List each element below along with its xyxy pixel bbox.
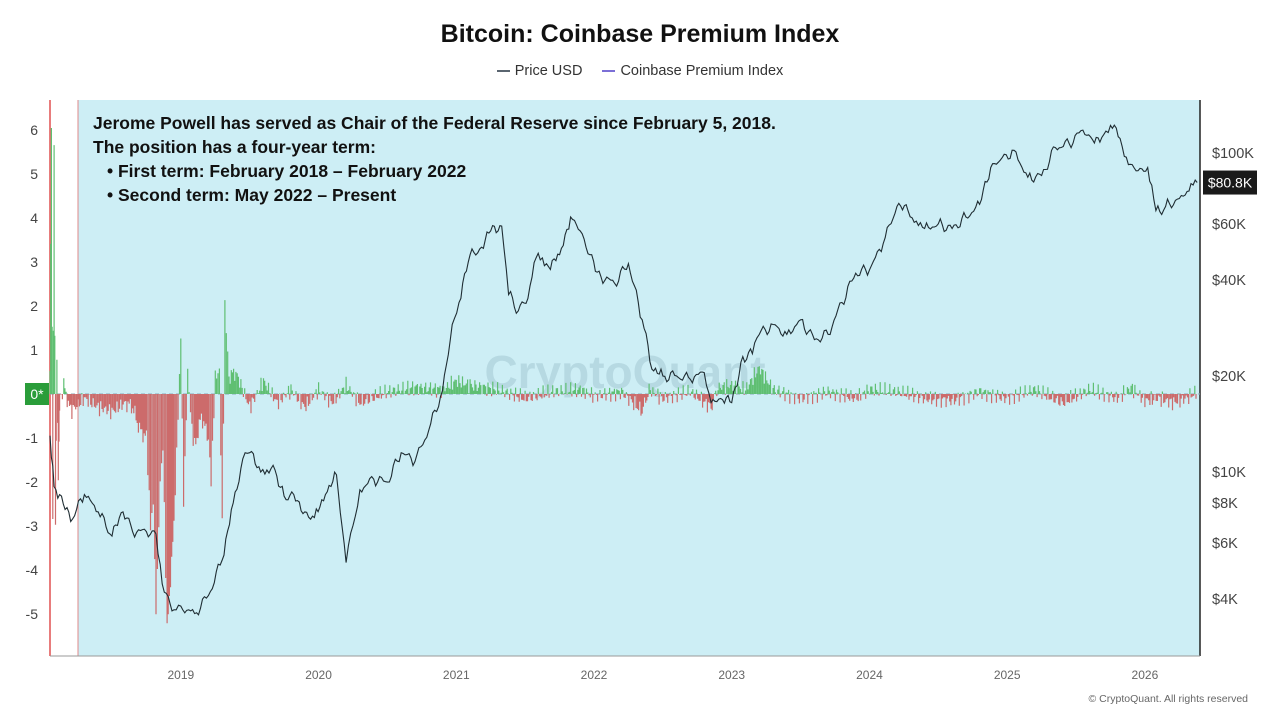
- chart-title: Bitcoin: Coinbase Premium Index: [440, 20, 840, 48]
- legend-label-price: Price USD: [514, 63, 583, 79]
- chart-legend: Price USD Coinbase Premium Index: [0, 63, 1280, 79]
- x-tick-label: 2019: [167, 668, 194, 682]
- left-tick-label: 5: [30, 166, 38, 182]
- left-tick-label: -2: [26, 474, 39, 490]
- annotation-line-1: Jerome Powell has served as Chair of the…: [93, 113, 776, 133]
- left-tick-label: 2: [30, 298, 38, 314]
- annotation-box: Jerome Powell has served as Chair of the…: [93, 111, 776, 207]
- right-tick-label: $6K: [1212, 536, 1238, 552]
- price-usd-line: [49, 124, 1198, 616]
- left-tick-label: -5: [26, 606, 39, 622]
- annotation-line-4: • Second term: May 2022 – Present: [107, 185, 397, 205]
- right-tick-label: $4K: [1212, 592, 1238, 608]
- left-tick-label: 0*: [30, 386, 44, 402]
- current-price-badge: [1203, 170, 1257, 195]
- premium-negative-bars: [52, 394, 1197, 624]
- legend-label-premium: Coinbase Premium Index: [620, 63, 784, 79]
- right-tick-label: $60K: [1212, 217, 1246, 233]
- left-tick-label: -1: [26, 430, 39, 446]
- x-tick-label: 2021: [443, 668, 470, 682]
- right-tick-label: $100K: [1212, 146, 1254, 162]
- legend-swatch-price: [496, 70, 510, 73]
- annotation-line-3: • First term: February 2018 – February 2…: [107, 161, 467, 181]
- annotation-line-2: The position has a four-year term:: [93, 137, 376, 157]
- legend-swatch-premium: [602, 70, 616, 73]
- right-tick-label: $8K: [1212, 496, 1238, 512]
- right-tick-label: $10K: [1212, 465, 1246, 481]
- x-tick-label: 2025: [994, 668, 1021, 682]
- premium-positive-bars: [49, 128, 1196, 394]
- current-price-label: $80.8K: [1208, 175, 1253, 191]
- x-tick-label: 2022: [581, 668, 608, 682]
- legend-entry-premium[interactable]: Coinbase Premium Index: [602, 63, 783, 79]
- plot-background: [78, 100, 1200, 656]
- x-tick-label: 2020: [305, 668, 332, 682]
- x-tick-label: 2026: [1132, 668, 1159, 682]
- left-tick-label: 3: [30, 254, 38, 270]
- left-tick-label: -4: [26, 562, 39, 578]
- left-tick-label: 1: [30, 342, 38, 358]
- copyright-notice: © CryptoQuant. All rights reserved: [1088, 693, 1248, 705]
- legend-entry-price[interactable]: Price USD: [496, 63, 583, 79]
- x-tick-label: 2024: [856, 668, 883, 682]
- left-tick-label: 4: [30, 210, 38, 226]
- left-tick-label: -3: [26, 518, 39, 534]
- x-tick-label: 2023: [718, 668, 745, 682]
- right-tick-label: $20K: [1212, 369, 1246, 385]
- zero-badge: [25, 383, 49, 405]
- left-tick-label: 6: [30, 122, 38, 138]
- right-tick-label: $40K: [1212, 273, 1246, 289]
